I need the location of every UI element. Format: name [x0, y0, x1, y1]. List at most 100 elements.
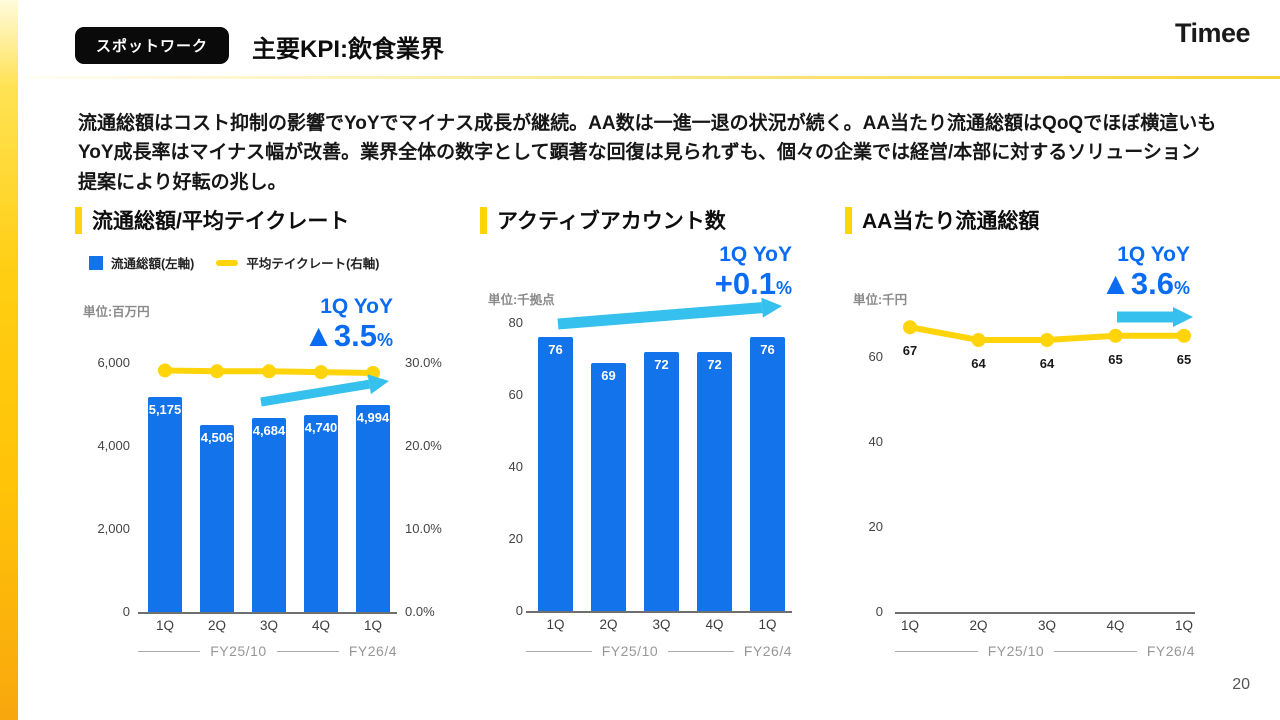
- yoy-annotation: 1Q YoY +0.1%: [715, 243, 792, 301]
- chart-title-text: AA当たり流通総額: [862, 210, 1040, 233]
- x-axis-category-label: 1Q: [1174, 618, 1193, 633]
- legend-bar-label: 流通総額(左軸): [111, 257, 195, 271]
- left-axis-tick-label: 6,000: [97, 355, 130, 370]
- bar: 4,684: [252, 417, 286, 612]
- point-value-label: 67: [902, 343, 918, 359]
- left-axis-tick-label: 60: [508, 387, 523, 402]
- x-axis-category-label: 1Q: [900, 618, 919, 633]
- line-marker: [314, 365, 328, 380]
- left-accent-band: [0, 0, 18, 720]
- fiscal-period-line: [1054, 650, 1137, 652]
- x-axis-line: [138, 612, 397, 614]
- bar: 72: [644, 351, 679, 611]
- bar: 4,994: [356, 404, 390, 612]
- bar-value-label: 76: [548, 342, 563, 358]
- yoy-label: 1Q YoY: [1117, 243, 1190, 266]
- fiscal-period-label: FY26/4: [1146, 643, 1196, 659]
- x-axis-category-label: 1Q: [155, 618, 174, 633]
- left-axis-tick-label: 40: [868, 434, 883, 449]
- chart-panel-gmv-per-aa: AA当たり流通総額 単位:千円 1Q YoY ▲3.6% 0 20 40 60 67 64…: [845, 205, 1240, 680]
- fiscal-period-line: [138, 650, 201, 652]
- header-badge: スポットワーク: [75, 27, 230, 64]
- x-axis-line: [895, 612, 1195, 614]
- left-axis-tick-label: 40: [508, 459, 523, 474]
- legend-line-label: 平均テイクレート(右軸): [246, 257, 380, 271]
- left-axis-tick-label: 0: [122, 604, 130, 619]
- line-marker: [262, 364, 276, 379]
- fiscal-period-line: [895, 650, 978, 652]
- bar-value-label: 4,994: [356, 409, 390, 425]
- fiscal-period-label: FY26/4: [348, 643, 398, 659]
- bar-value-label: 4,684: [252, 422, 286, 438]
- line-marker: [1108, 328, 1123, 343]
- chart-title: AA当たり流通総額: [845, 205, 1039, 235]
- plot-area: 0 20 40 60 67 64 64 65 65 1Q 2Q 3Q 4Q 1Q FY25/10 FY26/4: [845, 205, 1240, 680]
- line-marker: [366, 365, 380, 380]
- chart-panel-gmv-takerate: 流通総額/平均テイクレート 流通総額(左軸) 平均テイクレート(右軸) 単位:百…: [75, 205, 460, 680]
- chart-title-text: アクティブアカウント数: [497, 210, 726, 233]
- unit-label: 単位:千円: [853, 293, 908, 307]
- line-series: [903, 320, 1191, 347]
- x-axis-line: [526, 611, 792, 613]
- bar-value-label: 72: [707, 356, 722, 372]
- x-axis-category-label: 4Q: [705, 617, 724, 632]
- header-divider: [20, 76, 1280, 79]
- legend-line-swatch: [216, 259, 239, 266]
- bar-value-label: 72: [654, 356, 669, 372]
- bar: 76: [750, 337, 785, 611]
- line-marker: [1040, 333, 1054, 347]
- fiscal-period-label: FY25/10: [987, 643, 1045, 659]
- chart-panel-active-accounts: アクティブアカウント数 単位:千拠点 1Q YoY +0.1% 0 20 40 60 8…: [480, 205, 830, 680]
- x-axis-category-label: 2Q: [599, 617, 618, 632]
- title-accent-bar: [75, 206, 82, 234]
- fiscal-period-label: FY26/4: [743, 643, 793, 659]
- chart-title: 流通総額/平均テイクレート: [75, 205, 349, 235]
- title-accent-bar: [845, 206, 852, 234]
- bar-value-label: 76: [760, 342, 775, 358]
- left-axis-tick-label: 0: [875, 604, 883, 619]
- bar-value-label: 69: [601, 367, 616, 383]
- line-marker: [1177, 328, 1191, 343]
- yoy-value: ▲3.5%: [303, 318, 393, 354]
- yoy-value: ▲3.6%: [1100, 266, 1190, 302]
- chart-legend: 流通総額(左軸) 平均テイクレート(右軸): [89, 253, 379, 272]
- left-axis-tick-label: 4,000: [97, 438, 130, 453]
- page-title: 主要KPI:飲食業界: [252, 36, 444, 63]
- line-marker: [903, 320, 917, 335]
- point-value-label: 64: [1039, 356, 1055, 371]
- legend-bar-swatch: [89, 255, 103, 270]
- x-axis-category-label: 3Q: [259, 618, 278, 633]
- plot-area: 0 2,000 4,000 6,000 0.0% 10.0% 20.0% 30.0% 5,175…: [75, 205, 460, 680]
- left-axis-tick-label: 60: [868, 349, 883, 364]
- left-axis-tick-label: 2,000: [97, 521, 130, 536]
- x-axis-category-label: 2Q: [207, 618, 226, 633]
- bar: 4,506: [200, 425, 234, 612]
- fiscal-period-line: [668, 650, 734, 652]
- line-marker: [158, 363, 172, 378]
- bar: 4,740: [304, 415, 338, 612]
- fiscal-period-row: FY25/10 FY26/4: [526, 643, 792, 659]
- trend-arrow-icon: [1117, 307, 1193, 327]
- bar: 69: [591, 362, 626, 611]
- line-marker: [971, 333, 986, 347]
- fiscal-period-label: FY25/10: [210, 643, 267, 659]
- fiscal-period-label: FY25/10: [601, 643, 659, 659]
- x-axis-category-label: 4Q: [311, 618, 330, 633]
- fiscal-period-row: FY25/10 FY26/4: [138, 643, 397, 659]
- yoy-label: 1Q YoY: [320, 295, 393, 318]
- yoy-annotation: 1Q YoY ▲3.6%: [1100, 243, 1190, 301]
- timee-logo: Timee: [1174, 18, 1251, 48]
- x-axis-category-label: 2Q: [969, 618, 988, 633]
- left-axis-tick-label: 0: [515, 603, 523, 618]
- yoy-annotation: 1Q YoY ▲3.5%: [303, 295, 393, 353]
- summary-text: 流通総額はコスト抑制の影響でYoYでマイナス成長が継続。AA数は一進一退の状況が…: [78, 113, 1217, 193]
- left-axis-tick-label: 80: [508, 315, 523, 330]
- point-value-label: 64: [971, 356, 986, 371]
- unit-label: 単位:千拠点: [488, 293, 555, 307]
- x-axis-category-label: 1Q: [363, 618, 382, 633]
- x-axis-category-label: 4Q: [1106, 618, 1125, 633]
- right-axis-tick-label: 0.0%: [405, 604, 435, 619]
- unit-label: 単位:百万円: [83, 305, 150, 319]
- bar-value-label: 4,506: [200, 430, 234, 445]
